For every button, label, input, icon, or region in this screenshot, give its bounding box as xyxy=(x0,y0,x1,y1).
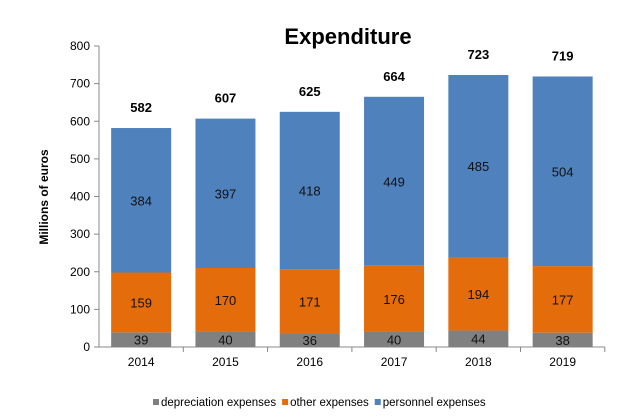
bar-segment xyxy=(195,118,256,268)
data-label: 159 xyxy=(130,295,152,310)
data-label: 39 xyxy=(134,333,148,348)
bar-segment xyxy=(111,272,172,333)
legend-label: depreciation expenses xyxy=(161,397,276,409)
bar-segment xyxy=(279,269,340,334)
bar-segment xyxy=(364,331,425,347)
data-label: 44 xyxy=(471,332,485,347)
data-label: 397 xyxy=(215,186,237,201)
legend: depreciation expenses other expenses perso… xyxy=(153,397,486,409)
bar-segment xyxy=(532,266,593,333)
data-label: 418 xyxy=(299,183,321,198)
bar-segment xyxy=(111,128,172,273)
x-tick-label: 2016 xyxy=(296,355,323,369)
x-tick-label: 2017 xyxy=(381,355,408,369)
data-label: 177 xyxy=(552,292,574,307)
data-label: 449 xyxy=(383,174,405,189)
x-tick-label: 2018 xyxy=(465,355,492,369)
y-tick-label: 400 xyxy=(70,190,90,204)
y-tick-label: 200 xyxy=(70,265,90,279)
bar-segment xyxy=(279,333,340,347)
data-label: 485 xyxy=(467,159,489,174)
chart-title: Expenditure xyxy=(284,24,411,49)
y-tick-label: 500 xyxy=(70,152,90,166)
x-tick-label: 2014 xyxy=(128,355,155,369)
data-label: 194 xyxy=(467,287,489,302)
data-label: 40 xyxy=(387,332,401,347)
x-tick-label: 2019 xyxy=(549,355,576,369)
x-tick-label: 2015 xyxy=(212,355,239,369)
total-label: 607 xyxy=(215,91,237,106)
data-label: 171 xyxy=(299,294,321,309)
y-tick-label: 800 xyxy=(70,39,90,53)
legend-swatch xyxy=(153,399,159,405)
y-tick-label: 100 xyxy=(70,302,90,316)
data-label: 170 xyxy=(215,293,237,308)
data-label: 40 xyxy=(218,332,232,347)
y-tick-label: 300 xyxy=(70,227,90,241)
y-axis-label: Millions of euros xyxy=(37,149,51,245)
total-label: 664 xyxy=(383,69,405,84)
bar-segment xyxy=(448,330,509,347)
legend-swatch xyxy=(374,399,381,405)
data-label: 384 xyxy=(130,193,152,208)
y-tick-label: 700 xyxy=(70,77,90,91)
legend-label: other expenses xyxy=(290,397,369,409)
total-label: 625 xyxy=(299,84,321,99)
bar-segment xyxy=(195,267,256,332)
y-tick-label: 600 xyxy=(70,114,90,128)
total-label: 723 xyxy=(467,47,489,62)
legend-label: personnel expenses xyxy=(383,397,486,409)
bar-segment xyxy=(448,74,509,258)
total-label: 582 xyxy=(130,100,152,115)
bar-segment xyxy=(448,257,509,331)
data-label: 36 xyxy=(303,333,317,348)
bar-segment xyxy=(532,76,593,267)
bar-segment xyxy=(195,331,256,347)
data-label: 38 xyxy=(555,333,569,348)
bar-segment xyxy=(364,96,425,266)
bar-segment xyxy=(532,332,593,347)
bar-segment xyxy=(279,111,340,270)
bar-segment xyxy=(364,265,425,332)
data-label: 176 xyxy=(383,292,405,307)
bar-segment xyxy=(111,332,172,347)
legend-swatch xyxy=(282,399,289,405)
data-label: 504 xyxy=(552,164,574,179)
y-tick-label: 0 xyxy=(83,340,90,354)
total-label: 719 xyxy=(552,48,574,63)
